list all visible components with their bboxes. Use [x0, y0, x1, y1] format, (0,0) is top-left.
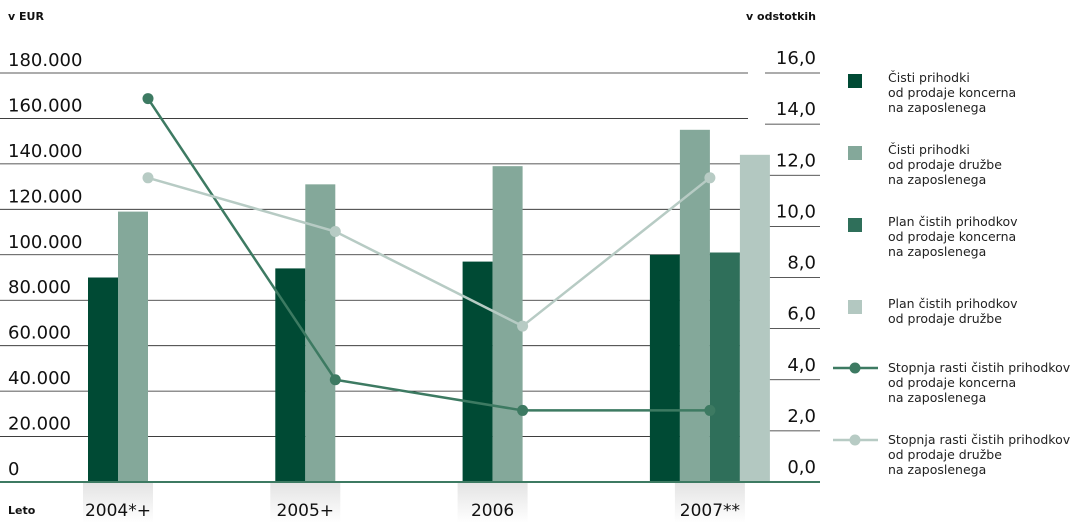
bar: [709, 252, 740, 482]
point: [142, 93, 154, 105]
y2-tick-label: 8,0: [787, 253, 816, 274]
legend-swatch: [848, 146, 862, 160]
y-tick-label: 0: [8, 459, 19, 480]
label-fade: [270, 483, 341, 522]
legend-swatch: [848, 74, 862, 88]
y-tick-label: 80.000: [8, 277, 71, 298]
y2-tick-label: 16,0: [776, 48, 816, 69]
point: [704, 172, 716, 184]
point: [142, 172, 154, 184]
bar: [118, 211, 148, 482]
legend-marker: [849, 362, 861, 374]
bar: [739, 154, 770, 483]
label-fade: [674, 483, 745, 522]
y-tick-label: 100.000: [8, 232, 82, 253]
legend-label: Čisti prihodki od prodaje družbe na zapo…: [888, 142, 1002, 187]
y-tick-label: 120.000: [8, 186, 82, 207]
y-tick-label: 140.000: [8, 141, 82, 162]
y2-axis-label: v odstotkih: [746, 10, 816, 23]
x-tick-label: 2004*+: [85, 501, 151, 521]
point: [329, 374, 341, 386]
bar: [88, 277, 118, 482]
legend-label: Plan čistih prihodkov od prodaje koncern…: [888, 214, 1018, 259]
x-tick-label: 2006: [471, 501, 514, 521]
legend-label: Stopnja rasti čistih prihodkov od prodaj…: [888, 432, 1071, 477]
point: [517, 320, 529, 332]
legend-swatch: [848, 300, 862, 314]
y2-tick-label: 12,0: [776, 150, 816, 171]
legend-label: Plan čistih prihodkov od prodaje družbe: [888, 296, 1018, 326]
y2-tick-label: 10,0: [776, 201, 816, 222]
y-tick-label: 40.000: [8, 368, 71, 389]
y2-tick-label: 2,0: [787, 406, 816, 427]
legend-label: Čisti prihodki od prodaje koncerna na za…: [888, 70, 1017, 115]
bar: [305, 184, 336, 483]
bar: [462, 261, 493, 482]
y-tick-label: 60.000: [8, 323, 71, 344]
y-tick-label: 160.000: [8, 95, 82, 116]
y-tick-label: 20.000: [8, 414, 71, 435]
bar: [649, 254, 680, 482]
label-fade: [83, 483, 153, 522]
line: [147, 176, 711, 328]
bar: [275, 268, 306, 482]
y2-tick-label: 0,0: [787, 457, 816, 478]
legend-swatch: [848, 218, 862, 232]
legend-label: Stopnja rasti čistih prihodkov od prodaj…: [888, 360, 1071, 405]
x-tick-label: 2007**: [680, 501, 740, 521]
y2-tick-label: 6,0: [787, 304, 816, 325]
label-fade: [457, 483, 528, 522]
x-axis-label: Leto: [8, 504, 36, 517]
x-tick-label: 2005+: [277, 501, 335, 521]
y-tick-label: 180.000: [8, 50, 82, 71]
y-axis-label: v EUR: [8, 10, 44, 23]
legend-marker: [849, 434, 861, 446]
y2-tick-label: 14,0: [776, 99, 816, 120]
point: [329, 225, 341, 237]
line: [146, 97, 710, 412]
point: [517, 404, 529, 416]
y2-tick-label: 4,0: [787, 355, 816, 376]
point: [704, 404, 716, 416]
